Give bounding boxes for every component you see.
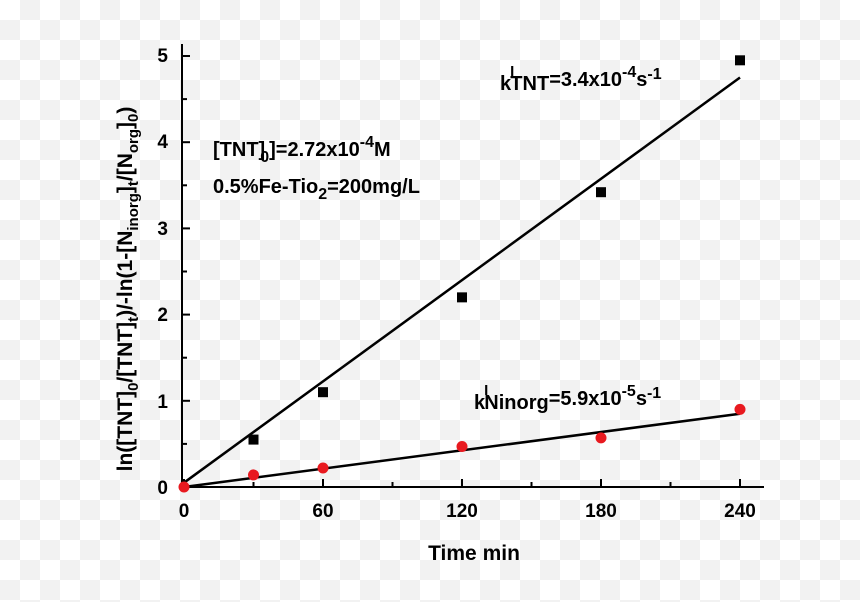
fit-line-1 [183,76,741,484]
catalyst-annotation: 0.5%Fe-Tio2=200mg/L [213,176,420,203]
k-ninorg-annotation: kI Ninorg=5.9x10-5s-1 [474,382,661,414]
x-tick-label: 180 [585,501,617,522]
tnt0-annotation: [TNT]0]=2.72x10-4M [213,134,391,166]
data-point-circle [595,432,607,444]
y-tick-label: 4 [157,132,168,153]
data-point-circle [456,440,468,452]
y-tick-label: 3 [157,219,168,240]
y-tick-label: 2 [157,305,168,326]
data-point-square [735,55,745,66]
plot-area [178,55,746,493]
y-axis-title: ln([TNT]0/[TNT]t)/-ln(1-[Ninorg]t/[Norg]… [114,107,142,472]
data-point-circle [178,481,190,493]
data-point-square [248,434,259,445]
data-point-circle [317,462,329,474]
y-tick-label: 0 [157,478,168,499]
x-tick-label: 240 [724,501,756,522]
x-axis-title: Time min [428,542,520,565]
y-tick-labels: 0 1 2 3 4 5 [157,46,168,499]
data-point-square [318,387,328,398]
x-tick-label: 0 [179,501,190,522]
data-point-square [457,292,467,303]
data-point-square [596,187,606,198]
y-tick-label: 5 [157,46,168,67]
x-tick-label: 120 [446,501,478,522]
y-tick-label: 1 [157,392,168,413]
x-tick-labels: 0 60 120 180 240 [179,501,756,522]
data-point-circle [734,403,746,415]
k-tnt-annotation: kI TNT=3.4x10-4s-1 [500,63,662,95]
x-tick-label: 60 [312,501,333,522]
data-point-circle [248,469,259,481]
